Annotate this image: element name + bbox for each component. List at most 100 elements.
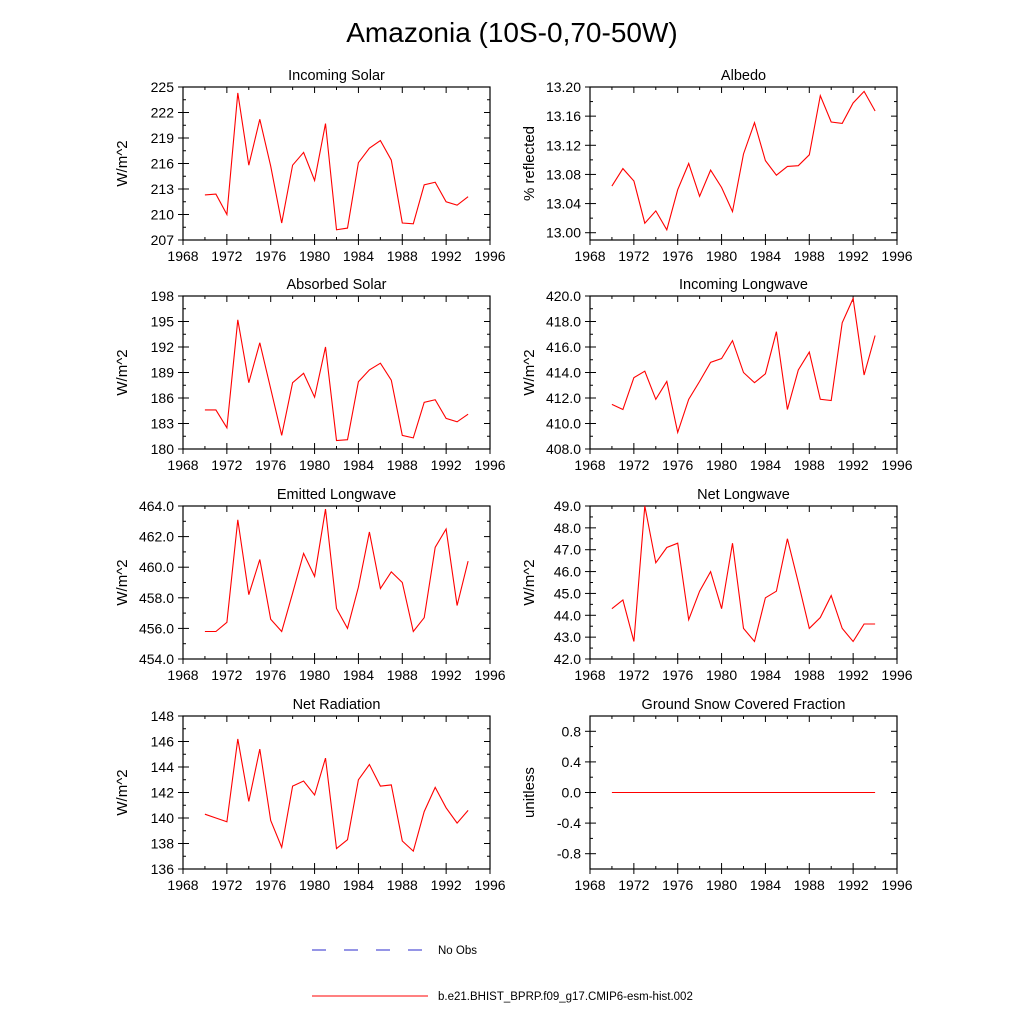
x-tick-label: 1980 [299,877,330,893]
y-axis-label: % reflected [521,126,538,201]
y-tick-label: 418.0 [546,314,581,330]
plot-frame [182,505,491,660]
x-tick-label: 1996 [474,248,505,264]
x-tick-label: 1968 [167,877,198,893]
y-tick-label: 462.0 [139,529,174,545]
y-tick-label: 219 [151,130,175,146]
y-tick-label: 45.0 [554,585,581,601]
series-line [611,505,876,643]
x-tick-label: 1996 [881,667,912,683]
x-tick-label: 1992 [838,457,869,473]
series-line [204,92,469,231]
y-tick-label: 192 [151,339,175,355]
x-tick-label: 1976 [255,248,286,264]
x-tick-label: 1992 [838,877,869,893]
series-line [611,90,876,232]
y-tick-label: 138 [151,836,175,852]
y-tick-label: 225 [151,79,175,95]
y-tick-label: 0.0 [562,785,582,801]
x-tick-label: 1996 [881,457,912,473]
y-tick-label: 0.8 [562,723,582,739]
x-tick-label: 1984 [343,667,374,683]
panel-6: Net Longwave W/m^2 1968 1972 1976 1980 1984 198… [521,487,913,683]
x-tick-label: 1996 [881,248,912,264]
x-tick-label: 1976 [662,248,693,264]
x-tick-label: 1972 [211,877,242,893]
x-tick-label: 1988 [794,877,825,893]
y-tick-label: 42.0 [554,651,581,667]
x-tick-label: 1972 [618,248,649,264]
y-tick-label: 48.0 [554,520,581,536]
x-tick-label: 1968 [167,457,198,473]
panel-4: Incoming Longwave W/m^2 1968 1972 1976 1980 19… [521,277,913,473]
plot-frame [589,505,898,660]
panel-title: Net Longwave [697,487,790,503]
y-tick-label: 144 [151,759,175,775]
x-tick-label: 1992 [431,248,462,264]
y-tick-label: 207 [151,232,175,248]
y-tick-label: 213 [151,181,175,197]
x-tick-label: 1976 [662,667,693,683]
x-tick-label: 1984 [750,667,781,683]
x-tick-label: 1996 [474,667,505,683]
panel-5: Emitted Longwave W/m^2 1968 1972 1976 1980 198… [114,487,506,683]
y-tick-label: 195 [151,314,175,330]
x-tick-label: 1980 [299,248,330,264]
panel-8: Ground Snow Covered Fraction unitless 1968… [521,697,913,893]
plot-frame [182,295,491,450]
y-tick-label: -0.8 [557,846,581,862]
x-tick-label: 1968 [574,457,605,473]
x-tick-label: 1972 [211,248,242,264]
x-tick-label: 1980 [706,667,737,683]
x-tick-label: 1988 [794,248,825,264]
plot-frame [589,86,898,241]
y-tick-label: 198 [151,288,175,304]
series-line [204,509,469,633]
y-tick-label: 43.0 [554,629,581,645]
panel-title: Absorbed Solar [287,277,387,293]
y-tick-label: 0.4 [562,754,582,770]
y-tick-label: 210 [151,207,175,223]
x-tick-label: 1972 [618,877,649,893]
panel-title: Ground Snow Covered Fraction [642,697,846,713]
x-tick-label: 1992 [838,248,869,264]
y-tick-label: 412.0 [546,390,581,406]
y-tick-label: 180 [151,441,175,457]
y-axis-label: W/m^2 [114,140,131,186]
x-tick-label: 1984 [750,877,781,893]
y-tick-label: 464.0 [139,498,174,514]
panel-title: Albedo [721,68,766,84]
x-tick-label: 1980 [299,667,330,683]
y-tick-label: 46.0 [554,564,581,580]
y-tick-label: 13.00 [546,225,581,241]
x-tick-label: 1972 [211,457,242,473]
y-tick-label: 142 [151,785,175,801]
x-tick-label: 1976 [255,667,286,683]
x-tick-label: 1988 [794,667,825,683]
x-tick-label: 1984 [343,877,374,893]
x-tick-label: 1976 [255,877,286,893]
plot-frame [182,86,491,241]
y-tick-label: 183 [151,416,175,432]
legend-label: b.e21.BHIST_BPRP.f09_g17.CMIP6-esm-hist.… [438,991,693,1003]
legend-label: No Obs [438,945,477,957]
y-tick-label: 13.08 [546,166,581,182]
y-tick-label: 420.0 [546,288,581,304]
x-tick-label: 1996 [881,877,912,893]
y-tick-label: 410.0 [546,416,581,432]
x-tick-label: 1980 [706,457,737,473]
x-tick-label: 1996 [474,457,505,473]
y-tick-label: 454.0 [139,651,174,667]
x-tick-label: 1968 [574,667,605,683]
x-tick-label: 1976 [662,457,693,473]
panel-2: Albedo % reflected 1968 1972 1976 1980 1984 198… [521,68,913,264]
x-tick-label: 1980 [299,457,330,473]
x-tick-label: 1992 [431,877,462,893]
y-tick-label: 140 [151,810,175,826]
x-tick-label: 1988 [387,457,418,473]
y-tick-label: 189 [151,365,175,381]
x-tick-label: 1972 [211,667,242,683]
y-axis-label: unitless [521,767,538,818]
